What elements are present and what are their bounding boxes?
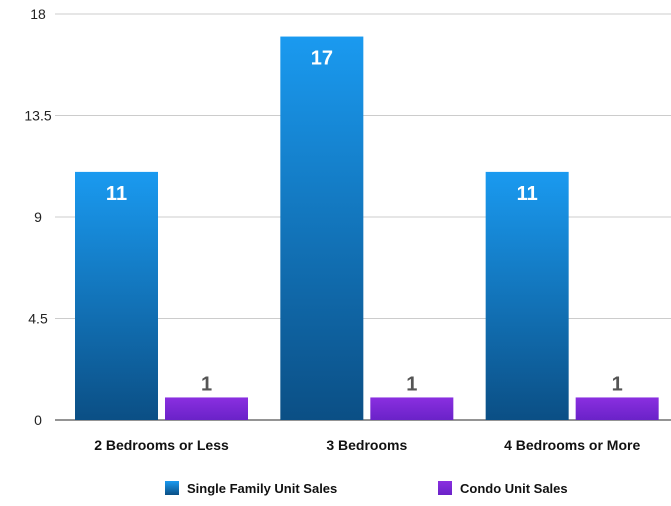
bar-data-label: 11 [106,183,127,205]
x-axis-category-labels: 2 Bedrooms or Less 3 Bedrooms 4 Bedrooms o… [94,437,640,453]
x-category-label: 4 Bedrooms or More [504,437,640,453]
y-tick-label: 18 [30,6,46,22]
legend-label: Condo Unit Sales [460,481,568,496]
bar-data-label: 1 [201,373,212,395]
y-tick-label: 9 [34,209,42,225]
x-category-label: 3 Bedrooms [326,437,407,453]
y-axis-tick-labels: 0 4.5 9 13.5 18 [24,6,51,428]
bar-condo-0 [165,397,248,420]
bar-single-family-1 [280,36,364,421]
legend-swatch-single-family [165,481,179,495]
bar-data-label: 17 [311,48,333,70]
bar-data-label: 1 [406,373,417,395]
x-category-label: 2 Bedrooms or Less [94,437,229,453]
bar-condo-1 [370,397,454,420]
bar-single-family-2 [485,171,569,420]
bar-data-label: 1 [612,373,623,395]
legend-swatch-condo [438,481,452,495]
legend: Single Family Unit Sales Condo Unit Sales [165,481,568,496]
y-tick-label: 4.5 [28,311,48,327]
bar-data-label: 11 [517,183,538,205]
bar-single-family-0 [75,171,158,420]
bars [75,36,659,421]
legend-label: Single Family Unit Sales [187,481,337,496]
bar-condo-2 [575,397,659,420]
y-tick-label: 0 [34,412,42,428]
y-tick-label: 13.5 [24,108,51,124]
